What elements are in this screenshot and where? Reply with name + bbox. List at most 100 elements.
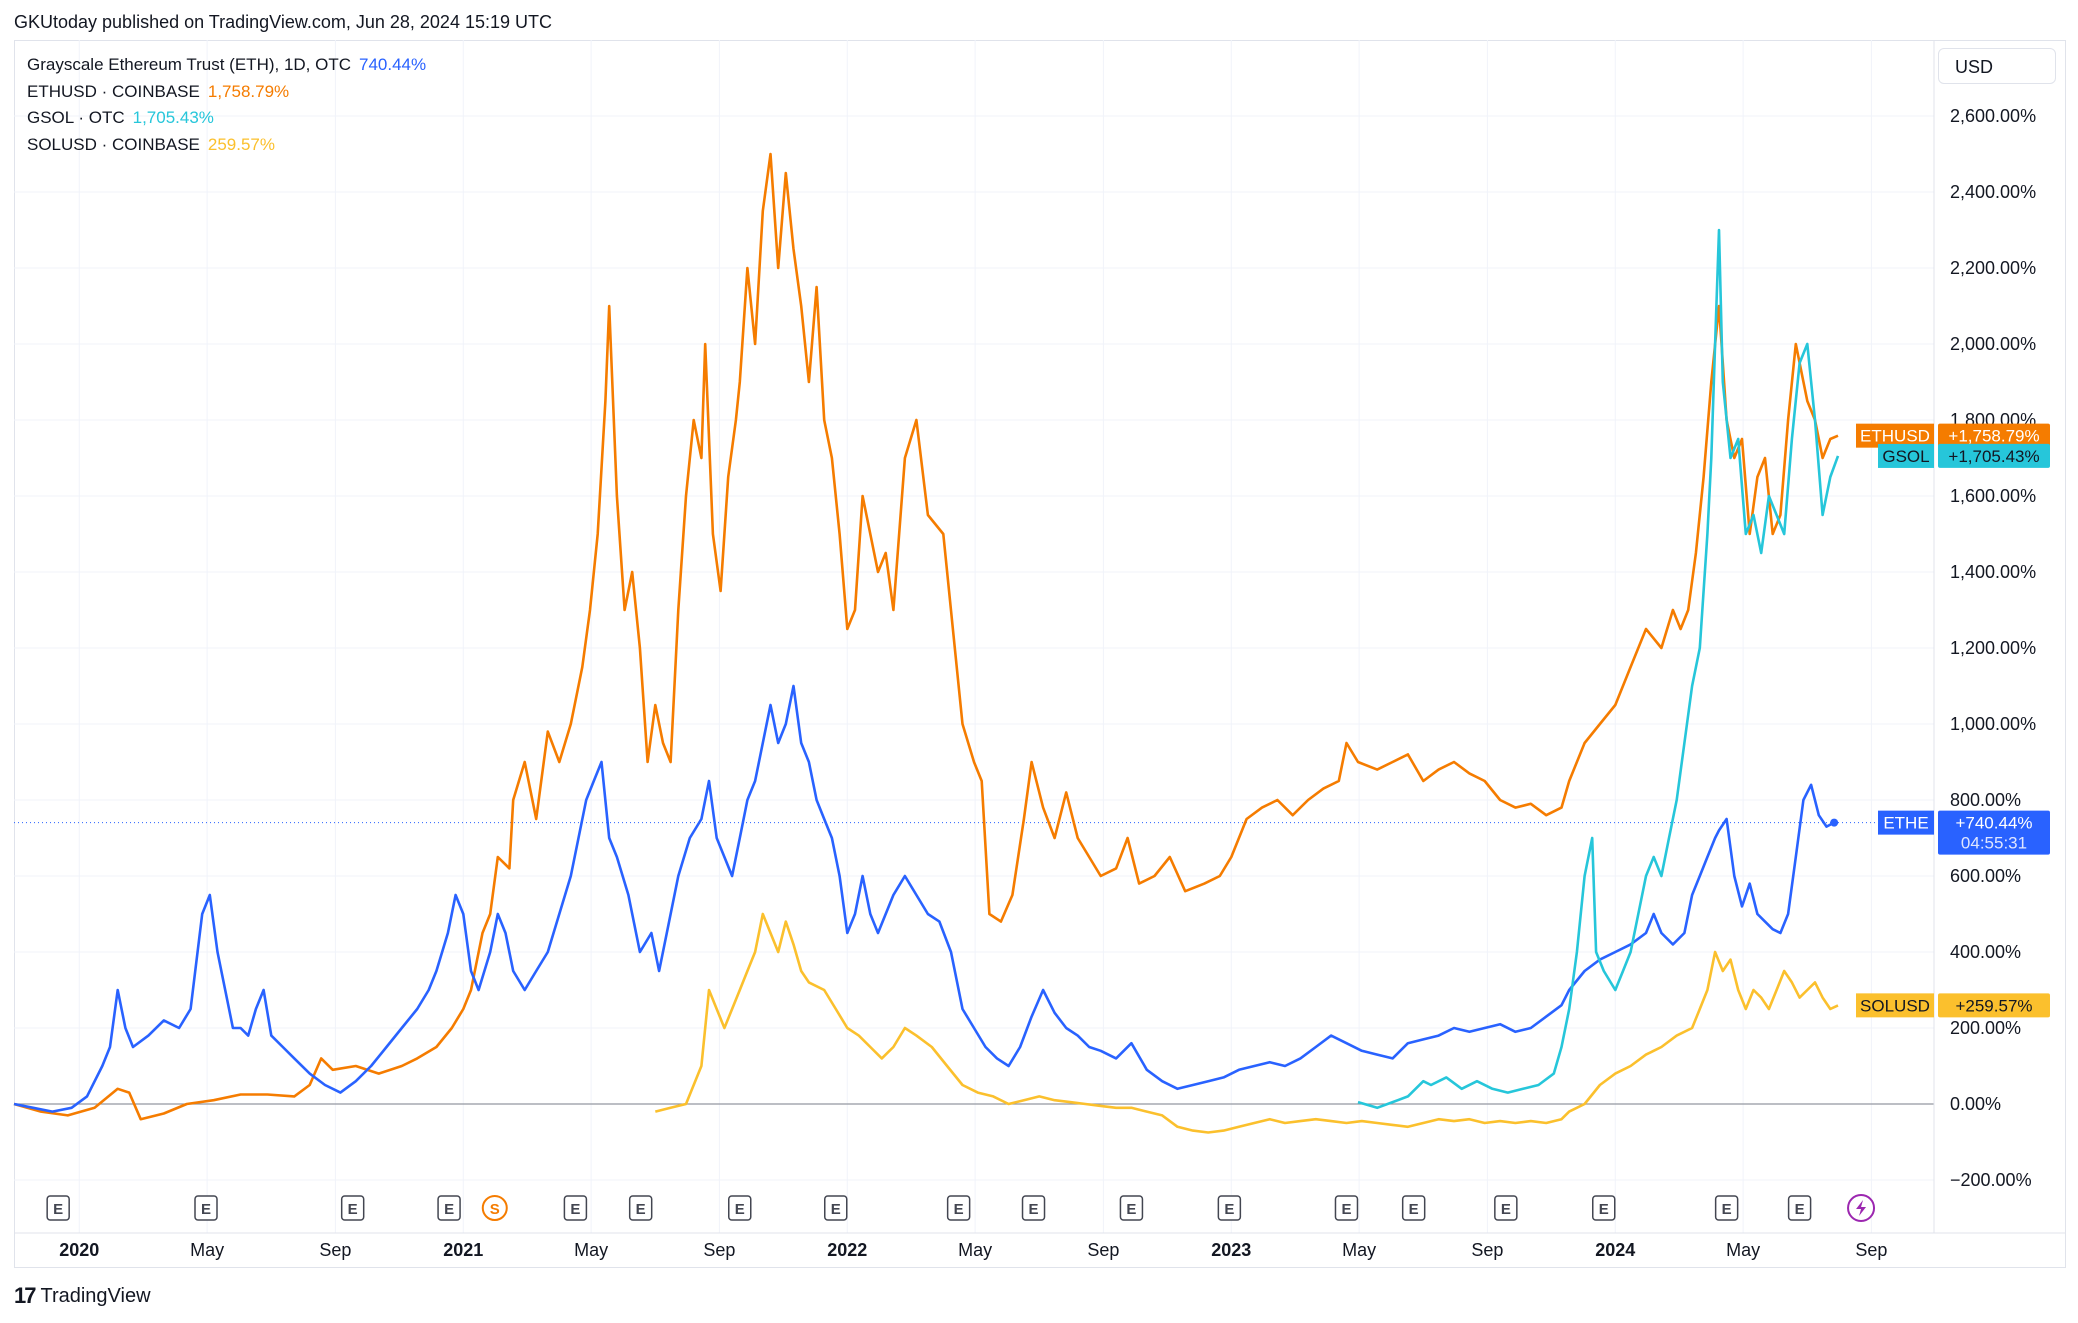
legend-row-gsol[interactable]: GSOL · OTC 1,705.43% [27,105,426,132]
x-tick-label: May [958,1240,992,1260]
price-label-name: ETHE [1883,814,1928,833]
price-label-value-bg [1938,443,2050,468]
earnings-event-icon [340,1195,365,1221]
legend-name: SOLUSD · COINBASE [27,134,200,154]
earnings-event-letter: E [1224,1201,1234,1218]
y-tick-label: 2,600.00% [1950,106,2036,126]
legend-value: 1,758.79% [207,81,290,101]
earnings-event-icon [946,1195,971,1221]
x-tick-label: 2024 [1595,1240,1635,1260]
earnings-event-icon [1119,1195,1144,1221]
price-label-value-bg [1938,993,2050,1018]
earnings-event-letter: E [1501,1201,1511,1218]
price-label-value: +740.44% [1955,814,2032,833]
y-tick-label: 1,000.00% [1950,714,2036,734]
earnings-event-icon [437,1195,461,1221]
series-end-dots [1830,818,1839,827]
x-tick-label: 2023 [1211,1240,1251,1260]
y-tick-label: 1,600.00% [1950,486,2036,506]
earnings-event-icon [628,1195,653,1221]
series-line-ethusd [13,152,1839,1121]
y-tick-label: 200.00% [1950,1018,2021,1038]
earnings-event-letter: E [831,1201,841,1218]
price-label-value: +259.57% [1955,996,2032,1015]
tradingview-logo[interactable]: 17 TradingView [14,1283,151,1309]
x-tick-label: May [1342,1240,1376,1260]
x-tick-label: May [190,1240,224,1260]
legend-row-ethusd[interactable]: ETHUSD · COINBASE 1,758.79% [27,79,426,106]
publisher-caption: GKUtoday published on TradingView.com, J… [14,12,552,32]
lightning-glyph [1856,1200,1867,1216]
earnings-event-icon [1494,1195,1518,1221]
earnings-event-icon [46,1195,70,1221]
price-label-name-bg [1856,423,1934,448]
earnings-event-icon [1714,1195,1739,1221]
price-label-name: GSOL [1882,447,1929,466]
series-lines [13,152,1840,1134]
earnings-event-letter: E [1409,1201,1419,1218]
price-label-value: +1,705.43% [1948,447,2039,466]
earnings-event-icon [824,1195,848,1221]
series-line-gsol [1357,228,1840,1110]
x-tick-label: 2022 [827,1240,867,1260]
earnings-event-icon [1021,1195,1046,1221]
price-label-name: SOLUSD [1860,996,1930,1015]
legend-name: GSOL · OTC [27,108,125,127]
earnings-event-icon [1592,1195,1616,1221]
earnings-event-letter: E [444,1201,454,1218]
y-tick-label: −200.00% [1950,1170,2032,1190]
x-tick-label: 2020 [59,1240,99,1260]
price-label-name-bg [1878,443,1934,468]
earnings-event-icon [194,1195,218,1221]
tradingview-logo-icon: 17 [14,1283,37,1308]
earnings-event-letter: E [1722,1201,1732,1218]
price-label-value-bg [1938,423,2050,448]
y-tick-label: 2,000.00% [1950,334,2036,354]
y-tick-label: 1,200.00% [1950,638,2036,658]
earnings-event-letter: E [1341,1201,1351,1218]
legend-name: ETHUSD · COINBASE [27,81,200,101]
series-line-ethe [13,684,1835,1113]
earnings-event-letter: E [570,1201,580,1218]
legend-value: 740.44% [359,55,427,74]
chart-frame[interactable] [14,40,2066,1268]
earnings-event-icon [563,1195,588,1221]
earnings-event-icon [1217,1195,1242,1221]
y-tick-label: 2,400.00% [1950,182,2036,202]
earnings-event-letter: E [636,1201,646,1218]
y-tick-label: 800.00% [1950,790,2021,810]
series-line-solusd [654,912,1839,1134]
x-tick-label: Sep [1471,1240,1503,1260]
price-label-name-bg [1878,810,1934,835]
legend-value: 259.57% [207,134,275,154]
x-tick-label: Sep [319,1240,351,1260]
earnings-event-letter: E [348,1201,358,1218]
price-label-value-bg [1938,810,2050,855]
x-tick-label: Sep [1855,1240,1887,1260]
earnings-event-icon [1787,1195,1812,1221]
split-event-icon [481,1195,508,1221]
legend-row-ethe[interactable]: Grayscale Ethereum Trust (ETH), 1D, OTC 7… [27,52,426,79]
y-tick-label: 1,400.00% [1950,562,2036,582]
legend-row-solusd[interactable]: SOLUSD · COINBASE 259.57% [27,132,426,159]
earnings-event-icon [1401,1195,1426,1221]
price-label-countdown: 04:55:31 [1961,834,2027,853]
legend-name: Grayscale Ethereum Trust (ETH), 1D, OTC [27,55,352,74]
earnings-event-letter: E [954,1201,964,1218]
earnings-event-letter: E [53,1201,63,1218]
y-tick-label: 0.00% [1950,1094,2001,1114]
price-label-name-bg [1856,993,1934,1018]
earnings-event-letter: E [735,1201,745,1218]
earnings-event-letter: E [1599,1201,1609,1218]
earnings-event-letter: E [1126,1201,1136,1218]
currency-button[interactable]: USD [1938,48,2056,84]
x-tick-label: Sep [1087,1240,1119,1260]
y-axis: −200.00% 0.00% 200.00% 400.00% 600.00% 800.00… [1933,40,2036,1233]
x-tick-label: May [1726,1240,1760,1260]
y-tick-label: 400.00% [1950,942,2021,962]
earnings-event-icon [1334,1195,1359,1221]
x-tick-label: May [574,1240,608,1260]
legend-value: 1,705.43% [132,108,214,127]
